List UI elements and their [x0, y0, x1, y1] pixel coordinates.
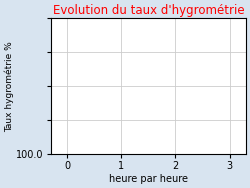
Title: Evolution du taux d'hygrométrie: Evolution du taux d'hygrométrie: [52, 4, 244, 17]
Y-axis label: Taux hygrométrie %: Taux hygrométrie %: [4, 41, 14, 132]
X-axis label: heure par heure: heure par heure: [109, 174, 188, 184]
